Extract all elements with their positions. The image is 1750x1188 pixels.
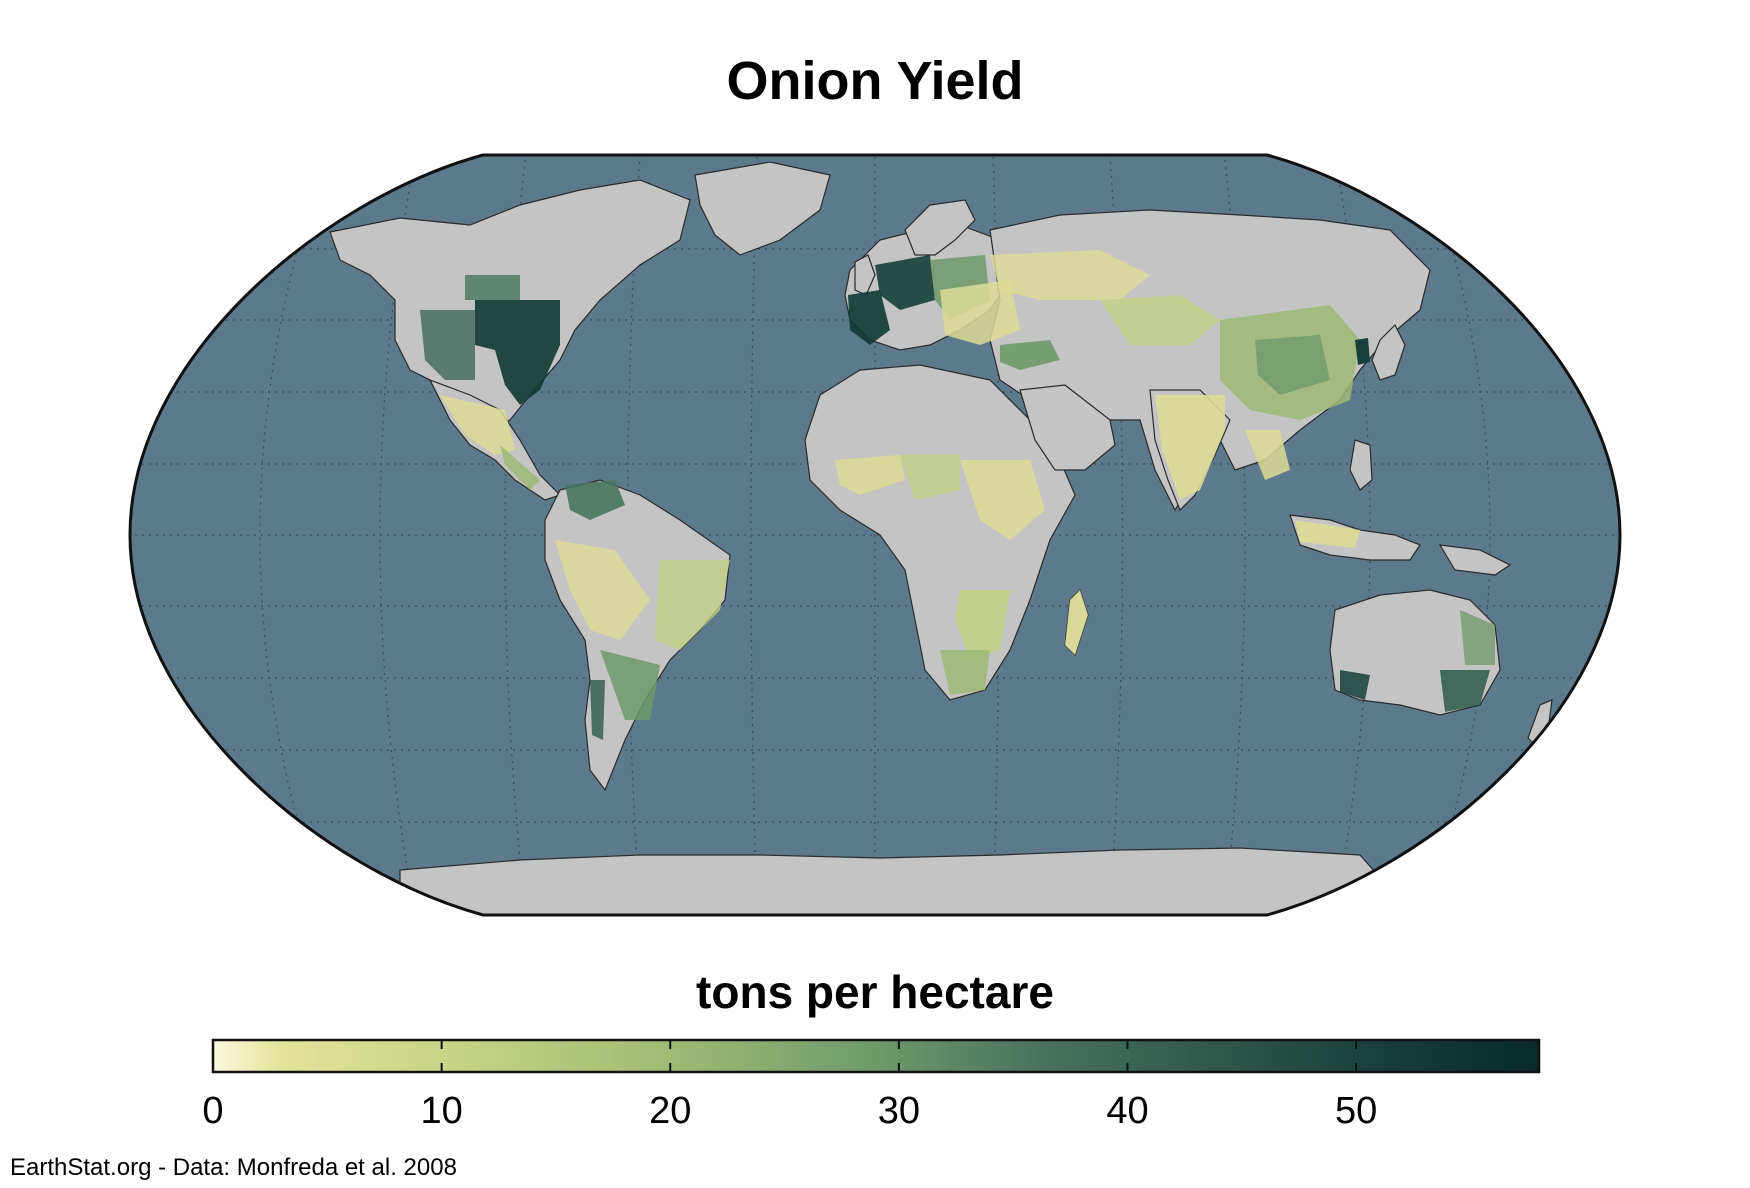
arabia: [1019, 384, 1116, 471]
legend-title: tons per hectare: [696, 966, 1054, 1018]
legend-tick-label: 0: [202, 1090, 224, 1132]
legend-tick-label: 30: [877, 1090, 920, 1132]
map-frame: [128, 153, 1622, 917]
legend-tick-label: 50: [1334, 1090, 1378, 1132]
greenland: [694, 161, 831, 256]
antarctica: [399, 847, 1402, 915]
legend-colorbar: [211, 1038, 1541, 1074]
scandinavia: [904, 199, 976, 256]
africa: [804, 364, 1076, 701]
legend-tick-label: 10: [420, 1090, 463, 1132]
land: [329, 161, 1553, 915]
legend-ticks: [440, 1040, 1358, 1072]
credit-text: EarthStat.org - Data: Monfreda et al. 20…: [10, 1154, 457, 1181]
yield-overlay: [420, 250, 1495, 740]
legend-tick-label: 20: [649, 1090, 692, 1132]
japan: [1371, 323, 1406, 381]
uk: [854, 254, 876, 296]
new-guinea: [1438, 544, 1512, 576]
legend-tick-label: 40: [1106, 1090, 1149, 1132]
map-title: Onion Yield: [726, 51, 1024, 111]
philippines: [1349, 439, 1373, 491]
